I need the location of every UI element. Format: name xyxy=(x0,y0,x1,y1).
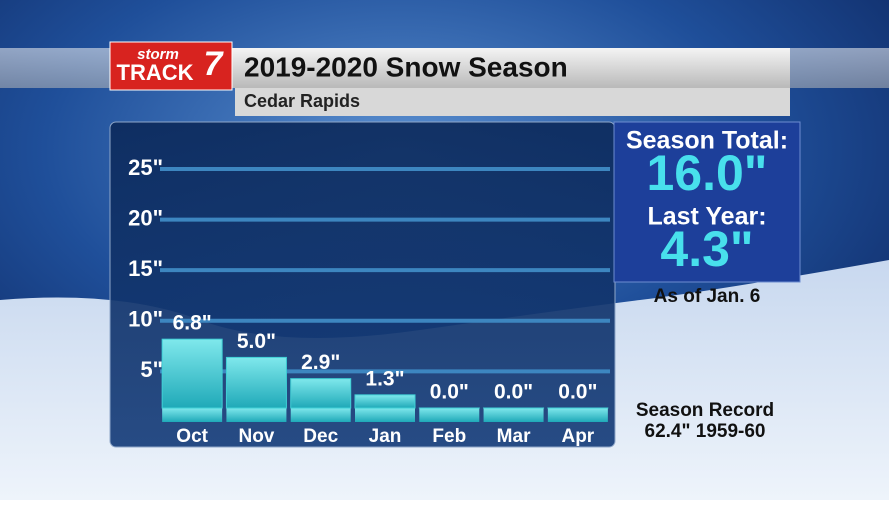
logo-text: TRACK xyxy=(117,60,194,85)
x-tick-label: Jan xyxy=(369,426,402,447)
y-tick-label: 5" xyxy=(140,357,163,382)
y-tick-label: 10" xyxy=(128,307,163,332)
x-tick-label: Nov xyxy=(238,426,274,447)
value-label: 0.0" xyxy=(494,381,533,404)
value-label: 6.8" xyxy=(173,312,212,335)
value-label: 0.0" xyxy=(558,381,597,404)
bar xyxy=(226,357,286,408)
y-tick-label: 20" xyxy=(128,205,163,230)
value-label: 0.0" xyxy=(430,381,469,404)
bar xyxy=(162,339,222,408)
x-tick-label: Dec xyxy=(303,426,338,447)
chart-subtitle: Cedar Rapids xyxy=(244,91,360,111)
total-value: 16.0" xyxy=(646,145,767,201)
x-tick-label: Feb xyxy=(432,426,466,447)
bar-base xyxy=(419,408,479,422)
x-tick-label: Apr xyxy=(561,426,594,447)
bar-base xyxy=(226,408,286,422)
logo-number: 7 xyxy=(204,45,225,83)
bar xyxy=(355,395,415,408)
x-tick-label: Mar xyxy=(497,426,531,447)
record-label: Season Record xyxy=(636,400,774,421)
bar-base xyxy=(162,408,222,422)
value-label: 1.3" xyxy=(365,367,404,390)
bar-base xyxy=(291,408,351,422)
chart-title: 2019-2020 Snow Season xyxy=(244,51,568,82)
y-tick-label: 25" xyxy=(128,155,163,180)
last-year-value: 4.3" xyxy=(660,221,753,277)
value-label: 5.0" xyxy=(237,330,276,353)
bar xyxy=(291,379,351,408)
bar-base xyxy=(484,408,544,422)
bar-base xyxy=(548,408,608,422)
bar-base xyxy=(355,408,415,422)
x-tick-label: Oct xyxy=(176,426,208,447)
record-value: 62.4" 1959-60 xyxy=(645,421,766,442)
y-tick-label: 15" xyxy=(128,256,163,281)
as-of: As of Jan. 6 xyxy=(654,286,761,307)
value-label: 2.9" xyxy=(301,351,340,374)
